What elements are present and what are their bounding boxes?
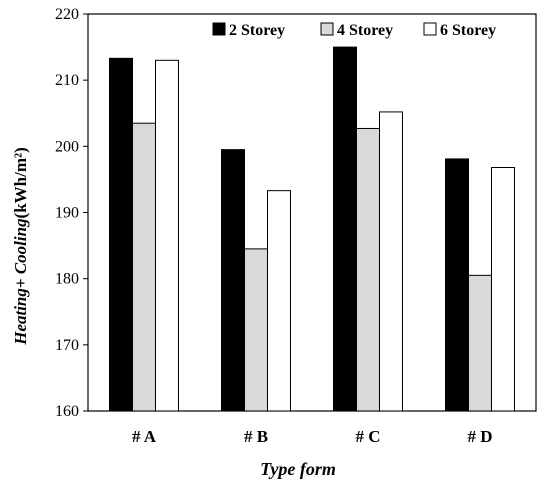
bar-6-storey-1 bbox=[155, 59, 179, 412]
bar-4-storey-1 bbox=[132, 122, 156, 412]
y-axis-label-italic: Heating+ Cooling bbox=[11, 218, 30, 346]
x-tick-label: # A bbox=[132, 427, 157, 446]
bar-4-storey-2 bbox=[244, 248, 268, 412]
bar-4-storey-3 bbox=[356, 127, 380, 412]
x-tick-label: # D bbox=[467, 427, 492, 446]
legend: 2 Storey 4 Storey 6 Storey bbox=[212, 22, 496, 39]
legend-label: 4 Storey bbox=[337, 22, 393, 39]
x-tick-label: # B bbox=[244, 427, 268, 446]
y-tick-label: 180 bbox=[55, 271, 79, 288]
bars bbox=[109, 46, 515, 412]
bar-6-storey-2 bbox=[267, 190, 291, 412]
y-tick-label: 160 bbox=[55, 403, 79, 420]
legend-label: 6 Storey bbox=[440, 22, 496, 39]
x-tick-label: # C bbox=[355, 427, 380, 446]
y-tick-label: 220 bbox=[55, 6, 79, 23]
bar-4-storey-4 bbox=[468, 274, 492, 412]
legend-swatch bbox=[212, 22, 226, 36]
y-tick-label: 200 bbox=[55, 138, 79, 155]
legend-swatch bbox=[320, 22, 334, 36]
x-axis-label: Type form bbox=[260, 459, 336, 479]
bar-6-storey-4 bbox=[491, 167, 515, 412]
bar-2-storey-2 bbox=[221, 149, 245, 412]
y-axis-ticks: 160 170 180 190 200 210 220 bbox=[55, 6, 88, 420]
bar-6-storey-3 bbox=[379, 111, 403, 412]
x-axis-categories: # A # B # C # D bbox=[132, 427, 493, 446]
legend-swatch bbox=[423, 22, 437, 36]
y-axis-label-unit: (kWh/m²) bbox=[11, 147, 30, 218]
bar-2-storey-3 bbox=[333, 46, 357, 412]
y-tick-label: 210 bbox=[55, 72, 79, 89]
y-tick-label: 190 bbox=[55, 205, 79, 222]
y-tick-label: 170 bbox=[55, 337, 79, 354]
legend-label: 2 Storey bbox=[229, 22, 285, 39]
y-axis-label: Heating+ Cooling(kWh/m²) bbox=[11, 147, 30, 346]
bar-2-storey-4 bbox=[445, 158, 469, 412]
bar-2-storey-1 bbox=[109, 57, 133, 412]
